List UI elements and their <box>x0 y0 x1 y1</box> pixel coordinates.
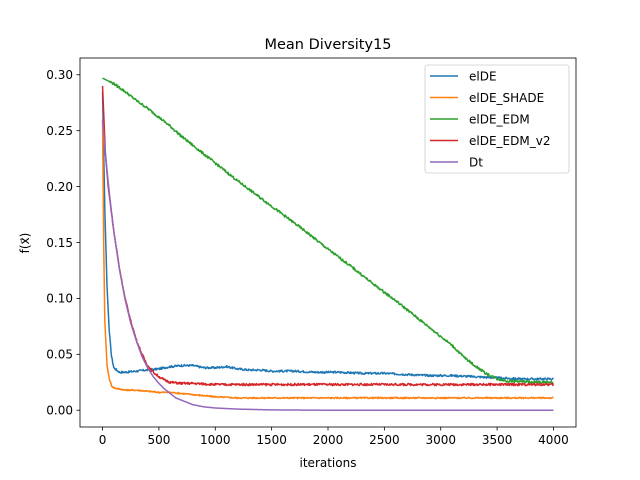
y-tick-label: 0.30 <box>46 68 73 82</box>
series-line-elde <box>101 91 554 381</box>
y-tick-label: 0.10 <box>46 292 73 306</box>
legend: elDE elDE_SHADE elDE_EDM elDE_EDM_v2 Dt <box>424 64 570 174</box>
series-line-elde-edm-v2 <box>101 85 555 387</box>
y-tick-label: 0.05 <box>46 348 73 362</box>
legend-label-elde: elDE <box>469 69 497 83</box>
x-tick-label: 2000 <box>313 433 344 447</box>
series-group <box>101 77 555 411</box>
y-tick-label: 0.00 <box>46 404 73 418</box>
x-tick-label: 4000 <box>538 433 569 447</box>
x-tick-label: 1000 <box>200 433 231 447</box>
legend-box <box>424 64 570 174</box>
chart-title: Mean Diversity15 <box>264 37 391 53</box>
plot-area: 0 500 1000 1500 2000 2500 3000 3500 4000 0.00 0.05… <box>46 57 577 447</box>
x-tick-label: 0 <box>99 433 107 447</box>
y-tick-label: 0.25 <box>46 124 73 138</box>
x-tick-label: 3000 <box>425 433 456 447</box>
series-line-dt <box>101 119 554 411</box>
x-tick-label: 500 <box>147 433 170 447</box>
y-axis-label: f(x⃗) <box>18 233 32 254</box>
legend-label-elde-edm-v2: elDE_EDM_v2 <box>469 134 550 148</box>
series-line-elde-edm <box>102 77 554 385</box>
y-tick-label: 0.20 <box>46 180 73 194</box>
legend-label-elde-edm: elDE_EDM <box>469 112 530 126</box>
series-line-elde-shade <box>101 119 554 400</box>
x-tick-label: 1500 <box>256 433 287 447</box>
y-tick-label: 0.15 <box>46 236 73 250</box>
x-tick-label: 3500 <box>482 433 513 447</box>
legend-label-dt: Dt <box>469 155 483 169</box>
x-axis-label: iterations <box>300 456 357 470</box>
legend-label-elde-shade: elDE_SHADE <box>469 91 544 105</box>
x-tick-label: 2500 <box>369 433 400 447</box>
